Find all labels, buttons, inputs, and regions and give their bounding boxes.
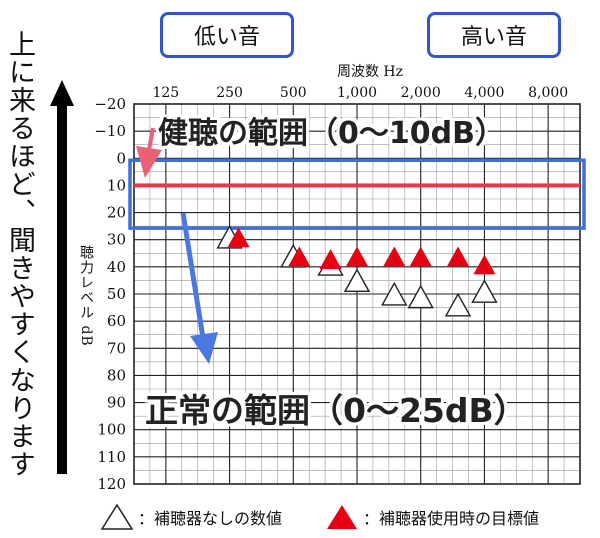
filled-triangle-marker — [319, 249, 342, 269]
x-tick-label: 1,000 — [337, 85, 377, 101]
open-triangle-icon — [100, 503, 134, 530]
high-sound-tag: 高い音 — [427, 12, 561, 58]
open-triangle-marker — [343, 268, 371, 293]
open-triangle-marker — [444, 292, 472, 317]
high-sound-label: 高い音 — [460, 25, 527, 50]
blue-arrow-shaft — [180, 212, 206, 339]
legend-label-open: ：補聴器なしの数値 — [138, 509, 283, 528]
y-tick-label: 100 — [97, 421, 126, 439]
x-tick-label: 250 — [216, 85, 243, 101]
filled-triangle-marker — [227, 227, 250, 248]
x-tick-label: 500 — [280, 85, 307, 101]
healthy-range-line — [134, 183, 580, 188]
open-triangle-marker — [381, 281, 408, 306]
open-triangle-marker — [471, 279, 498, 303]
x-tick-label: 4,000 — [464, 85, 504, 101]
y-tick-label: 60 — [107, 312, 126, 330]
low-sound-tag: 低い音 — [160, 12, 294, 58]
y-tick-label: 120 — [97, 475, 126, 493]
legend-label-filled: ：補聴器使用時の目標値 — [363, 509, 540, 528]
y-axis-label: 聴力レベル dB — [78, 245, 94, 347]
y-tick-label: 70 — [107, 339, 126, 357]
y-tick-label: 20 — [107, 204, 126, 222]
up-arrow-icon — [50, 80, 74, 474]
y-tick-label: 10 — [107, 176, 126, 194]
filled-triangle-marker — [446, 246, 469, 267]
normal-range-box — [128, 158, 586, 230]
y-tick-label: 90 — [107, 394, 126, 412]
normal-range-label: 正常の範囲（0～25dB） — [145, 391, 527, 430]
low-sound-label: 低い音 — [193, 25, 260, 50]
y-tick-label: −20 — [94, 95, 126, 113]
x-axis-title: 周波数 Hz — [337, 64, 403, 80]
legend-item-open: ：補聴器なしの数値 — [100, 500, 282, 534]
open-triangle-marker — [407, 284, 434, 309]
filled-triangle-icon — [327, 505, 357, 529]
filled-triangle-marker — [288, 246, 311, 267]
blue-arrow-head — [190, 332, 218, 364]
pink-arrow-head — [136, 146, 162, 178]
y-tick-label: 30 — [107, 231, 126, 249]
filled-triangle-marker — [409, 246, 432, 267]
filled-triangle-marker — [383, 246, 406, 267]
y-tick-label: −10 — [94, 122, 126, 140]
y-tick-label: 40 — [107, 258, 126, 276]
side-note: 上に来るほど、聞きやすくなります — [4, 30, 35, 478]
filled-triangle-marker — [346, 246, 368, 267]
y-tick-label: 0 — [116, 149, 126, 167]
x-tick-label: 125 — [152, 85, 179, 101]
healthy-range-label: 健聴の範囲（0～10dB） — [158, 116, 505, 151]
legend-item-filled: ：補聴器使用時の目標値 — [325, 500, 539, 534]
pink-arrow-shaft — [147, 127, 155, 151]
x-tick-label: 8,000 — [528, 85, 568, 101]
y-tick-label: 80 — [107, 366, 126, 384]
x-tick-label: 2,000 — [401, 85, 441, 101]
y-tick-label: 110 — [97, 448, 126, 466]
plot-border — [133, 103, 581, 485]
filled-triangle-marker — [473, 254, 496, 275]
y-tick-label: 50 — [107, 285, 126, 303]
